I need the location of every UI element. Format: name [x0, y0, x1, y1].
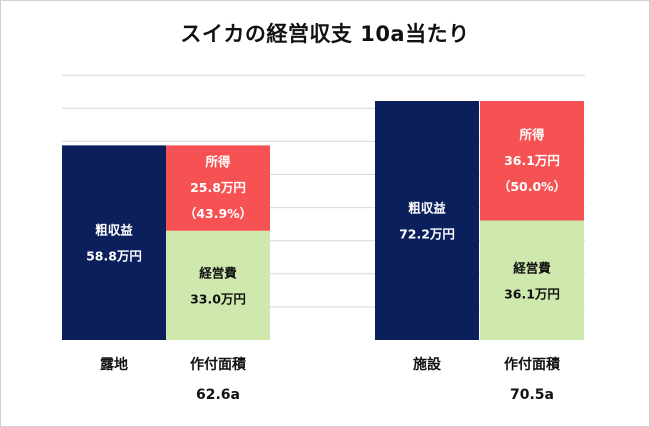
bar-gross-value-0: 58.8万円 — [86, 249, 142, 264]
bar-cost-1 — [480, 220, 584, 340]
bar-income-value-1: 36.1万円 — [504, 153, 560, 168]
bar-gross-label-0: 粗収益 — [95, 223, 133, 238]
bar-income-0 — [166, 145, 270, 231]
area-value-roji: 62.6a — [196, 387, 240, 403]
bar-income-label-1: 所得 — [519, 127, 545, 142]
bar-cost-0 — [166, 230, 270, 340]
bar-income-value-0: 25.8万円 — [190, 180, 246, 195]
bar-gross-0 — [62, 145, 166, 340]
category-label-roji: 露地 — [100, 357, 128, 373]
bar-cost-value-0: 33.0万円 — [190, 291, 246, 306]
area-label-roji: 作付面積 — [190, 357, 246, 373]
area-value-shisetsu: 70.5a — [510, 387, 554, 403]
bar-cost-value-1: 36.1万円 — [504, 286, 560, 301]
bar-income-1 — [480, 101, 584, 221]
bar-income-pct-1: （50.0%） — [498, 179, 566, 194]
bar-income-label-0: 所得 — [205, 154, 231, 169]
bar-gross-value-1: 72.2万円 — [399, 227, 455, 242]
bar-gross-1 — [375, 101, 479, 340]
bar-income-pct-0: （43.9%） — [184, 206, 252, 221]
bars — [62, 101, 584, 340]
bar-gross-label-1: 粗収益 — [408, 201, 446, 216]
chart-title: スイカの経営収支 10a当たり — [180, 22, 470, 46]
bar-cost-label-1: 経営費 — [513, 260, 551, 275]
area-label-shisetsu: 作付面積 — [504, 357, 560, 373]
bar-cost-label-0: 経営費 — [199, 265, 237, 280]
category-label-shisetsu: 施設 — [413, 357, 441, 373]
